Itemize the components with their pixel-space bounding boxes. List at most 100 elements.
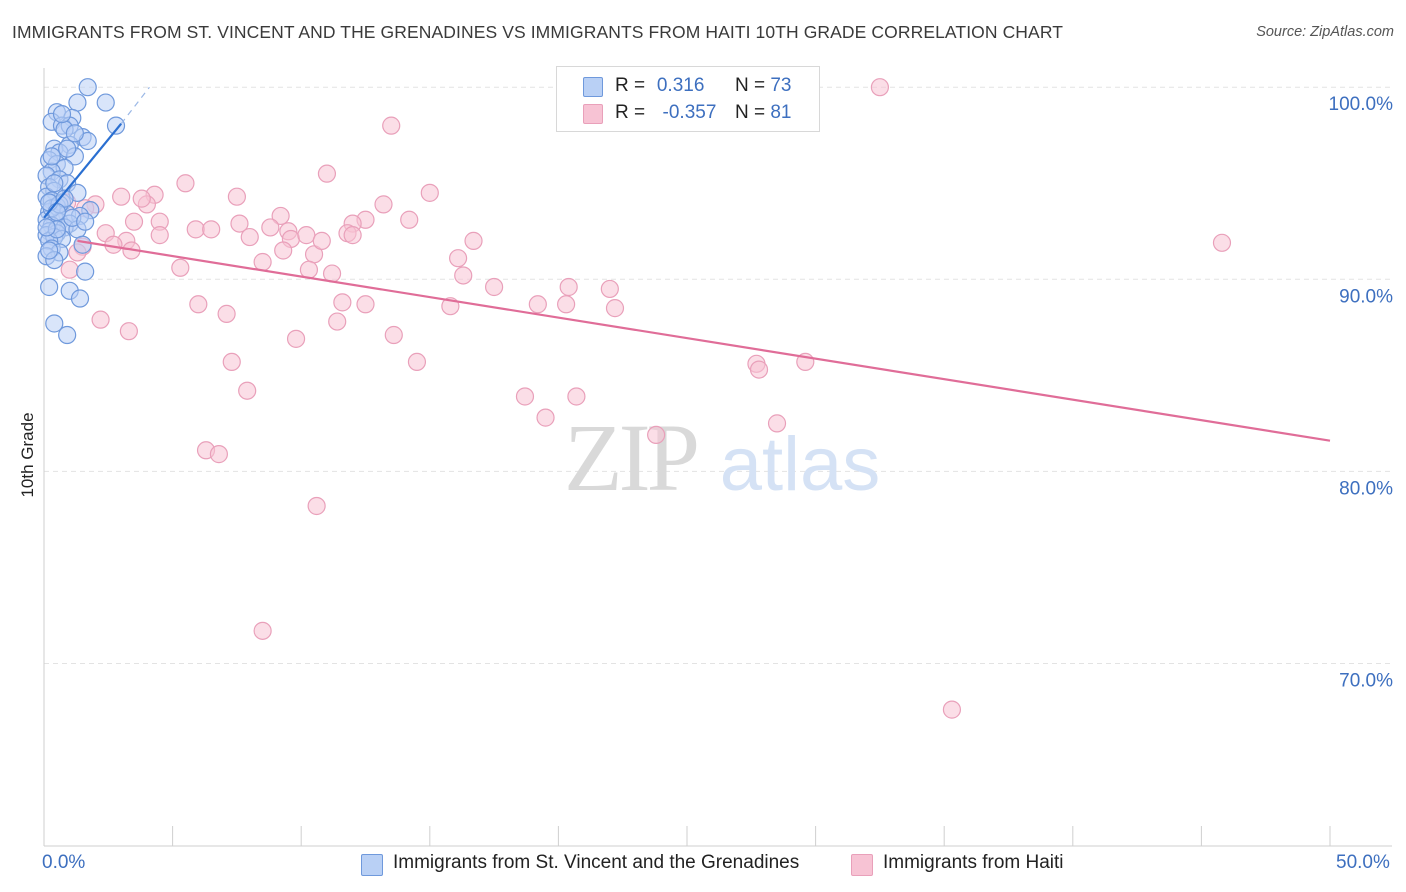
vincent-point: [52, 105, 72, 124]
haiti-point: [253, 621, 272, 640]
haiti-point: [328, 312, 347, 331]
legend-swatch-vincent: [361, 854, 383, 876]
haiti-point: [567, 387, 586, 406]
watermark-atlas: atlas: [720, 422, 881, 507]
haiti-point: [448, 249, 468, 268]
haiti-point: [307, 496, 326, 516]
haiti-point: [312, 231, 331, 250]
haiti-point: [400, 210, 419, 229]
haiti-point: [297, 226, 316, 245]
haiti-point: [454, 266, 473, 285]
haiti-point: [202, 220, 221, 239]
y-tick-labels: 100.0% 90.0% 80.0% 70.0%: [1329, 94, 1394, 691]
haiti-point: [870, 78, 890, 97]
vincent-point: [68, 93, 87, 112]
legend-n-label: N =: [734, 102, 766, 123]
haiti-point: [485, 277, 504, 297]
haiti-point: [333, 293, 352, 312]
watermark-zip: ZIP: [564, 404, 697, 511]
legend-swatch-haiti: [851, 854, 873, 876]
haiti-point: [261, 218, 280, 237]
haiti-point: [1212, 233, 1232, 252]
source-credit: Source: ZipAtlas.com: [1256, 24, 1394, 40]
legend-n-value-vincent: 73: [770, 75, 792, 96]
haiti-point: [222, 352, 241, 372]
legend-label-haiti: Immigrants from Haiti: [883, 852, 1064, 873]
legend-n-label: N =: [734, 75, 766, 96]
haiti-point: [384, 325, 403, 345]
series-haiti-points: [58, 78, 1232, 719]
legend-swatch-haiti: [583, 104, 603, 124]
haiti-point: [209, 445, 228, 464]
haiti-point: [407, 352, 427, 372]
axes: [43, 68, 1392, 847]
haiti-point: [942, 700, 962, 719]
vincent-point: [42, 147, 61, 166]
x-tick-label-min: 0.0%: [42, 852, 86, 873]
grid-lines: [44, 86, 1392, 665]
haiti-point: [557, 295, 576, 314]
watermark: ZIP atlas: [564, 404, 880, 511]
vincent-point: [65, 124, 84, 143]
haiti-point: [343, 226, 362, 245]
vincent-point: [76, 212, 95, 231]
haiti-point: [536, 408, 555, 427]
legend-r-value-haiti: -0.357: [662, 102, 717, 123]
vincent-point: [47, 202, 66, 222]
series-vincent-points: [37, 78, 126, 345]
y-tick-label: 70.0%: [1339, 671, 1393, 692]
haiti-point: [605, 299, 625, 318]
haiti-point: [253, 252, 272, 272]
vincent-point: [40, 241, 59, 260]
vincent-point: [106, 116, 126, 135]
haiti-point: [356, 295, 375, 314]
haiti-point: [286, 329, 306, 348]
y-tick-label: 100.0%: [1329, 94, 1394, 115]
vincent-point: [96, 93, 115, 112]
vincent-point: [37, 218, 56, 237]
haiti-point: [420, 183, 439, 202]
haiti-point: [150, 226, 169, 245]
haiti-point: [767, 414, 787, 433]
haiti-point: [171, 258, 190, 277]
vincent-point: [45, 314, 64, 333]
haiti-point: [274, 241, 293, 260]
haiti-point: [186, 220, 205, 239]
haiti-point: [189, 295, 208, 314]
haiti-point: [240, 227, 259, 247]
vincent-point: [55, 189, 74, 208]
y-tick-label: 90.0%: [1339, 286, 1393, 307]
haiti-point: [119, 322, 138, 341]
haiti-point: [647, 425, 666, 445]
vincent-point: [73, 235, 92, 254]
haiti-point: [464, 231, 483, 250]
vincent-point: [70, 289, 90, 308]
y-tick-label: 80.0%: [1339, 478, 1393, 499]
x-tick-label-max: 50.0%: [1336, 852, 1390, 873]
haiti-trend-line: [77, 239, 1331, 442]
haiti-point: [230, 214, 249, 233]
haiti-point: [227, 187, 246, 206]
haiti-point: [374, 195, 393, 214]
haiti-point: [528, 295, 547, 314]
haiti-point: [299, 260, 319, 279]
haiti-point: [382, 116, 401, 135]
haiti-point: [124, 212, 144, 231]
legend-r-value-vincent: 0.316: [656, 75, 705, 96]
haiti-point: [271, 206, 290, 226]
haiti-point: [91, 310, 110, 329]
haiti-point: [132, 189, 151, 208]
haiti-point: [238, 381, 257, 400]
vincent-point: [58, 325, 77, 345]
y-axis-label: 10th Grade: [18, 412, 37, 498]
stats-legend: R = 0.316 N = 73 R = -0.357 N = 81: [556, 66, 820, 132]
chart-title: IMMIGRANTS FROM ST. VINCENT AND THE GREN…: [12, 22, 1064, 42]
haiti-point: [600, 279, 619, 299]
haiti-point: [515, 387, 535, 406]
haiti-point: [112, 187, 131, 206]
vincent-point: [40, 277, 59, 297]
legend-swatch-vincent: [583, 77, 603, 97]
vincent-point: [76, 262, 95, 281]
haiti-point: [749, 360, 769, 379]
legend-n-value-haiti: 81: [770, 102, 792, 123]
